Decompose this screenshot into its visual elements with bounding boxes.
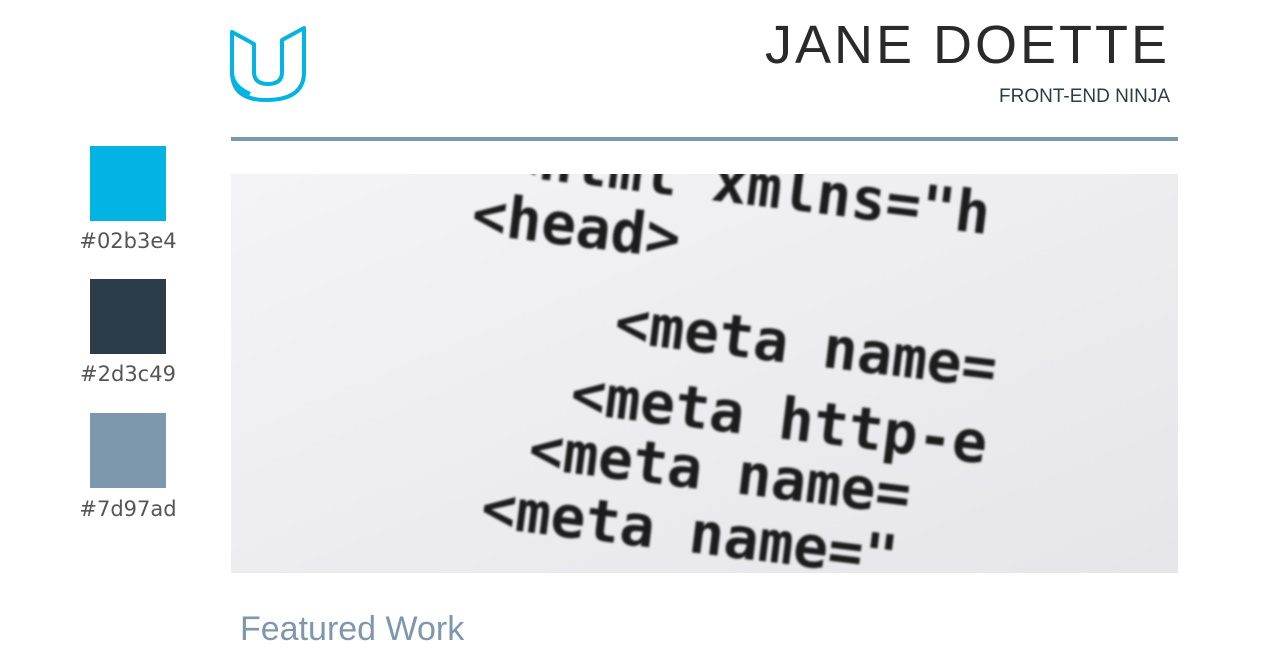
swatch-label: #2d3c49 [80, 362, 176, 386]
swatch-label: #7d97ad [79, 497, 177, 521]
hero-image: <html xmlns="h <head> <meta name= <meta … [231, 174, 1178, 573]
logo[interactable] [228, 24, 310, 104]
swatch-label: #02b3e4 [79, 229, 177, 253]
divider [231, 137, 1178, 141]
section-title: Featured Work [240, 610, 465, 648]
swatch [90, 279, 166, 354]
swatch [90, 146, 166, 221]
role: FRONT-END NINJA [999, 86, 1170, 107]
hero-background [231, 174, 1178, 573]
name: JANE DOETTE [764, 15, 1170, 75]
swatch [90, 413, 166, 488]
